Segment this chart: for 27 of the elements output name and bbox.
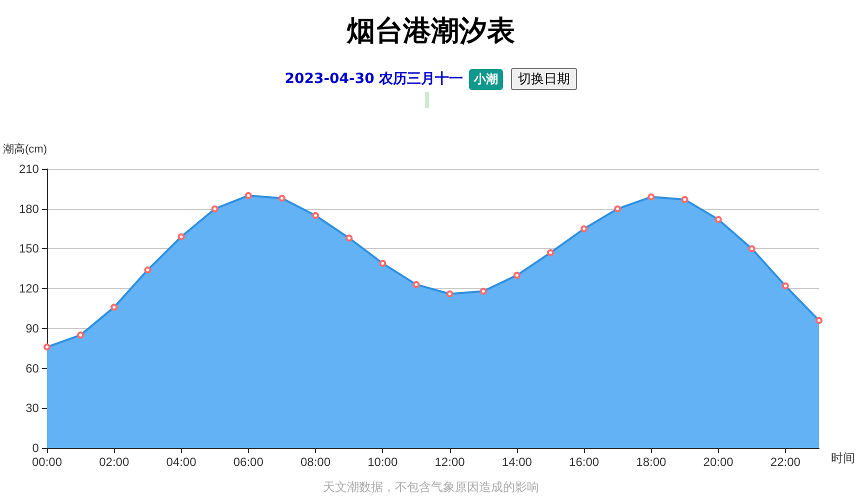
text: 天文潮数据，不包含气象原因造成的影响 bbox=[322, 479, 540, 496]
y-tick-label: 0 bbox=[32, 441, 40, 455]
y-tick-label: 60 bbox=[26, 361, 40, 376]
text: 切换日期 bbox=[511, 68, 578, 90]
y-axis-title: 潮高(cm) bbox=[2, 142, 47, 156]
x-tick-label: 06:00 bbox=[233, 455, 264, 469]
y-tick-label: 150 bbox=[18, 242, 40, 256]
chart-subtitle: 2023-04-30 农历三月十一 bbox=[284, 71, 464, 87]
y-tick-label: 120 bbox=[18, 282, 40, 296]
y-tick-label: 30 bbox=[26, 401, 40, 416]
y-tick-label: 180 bbox=[18, 202, 40, 216]
x-tick-label: 00:00 bbox=[32, 455, 62, 469]
x-tick-label: 10:00 bbox=[368, 455, 398, 469]
text: 小潮 bbox=[469, 69, 504, 90]
y-tick-label: 210 bbox=[18, 162, 40, 176]
chart-title: 烟台港潮汐表 bbox=[346, 13, 516, 49]
x-tick-label: 02:00 bbox=[99, 455, 130, 469]
x-tick-label: 16:00 bbox=[569, 455, 600, 469]
x-tick-label: 22:00 bbox=[770, 455, 801, 469]
x-axis-title: 时间 bbox=[831, 451, 855, 465]
x-tick-label: 04:00 bbox=[166, 455, 197, 469]
x-tick-label: 14:00 bbox=[502, 455, 532, 469]
x-tick-label: 20:00 bbox=[703, 455, 734, 469]
x-tick-label: 12:00 bbox=[434, 455, 466, 469]
x-tick-label: 08:00 bbox=[300, 455, 331, 469]
x-tick-label: 18:00 bbox=[636, 455, 667, 469]
y-tick-label: 90 bbox=[26, 321, 40, 336]
